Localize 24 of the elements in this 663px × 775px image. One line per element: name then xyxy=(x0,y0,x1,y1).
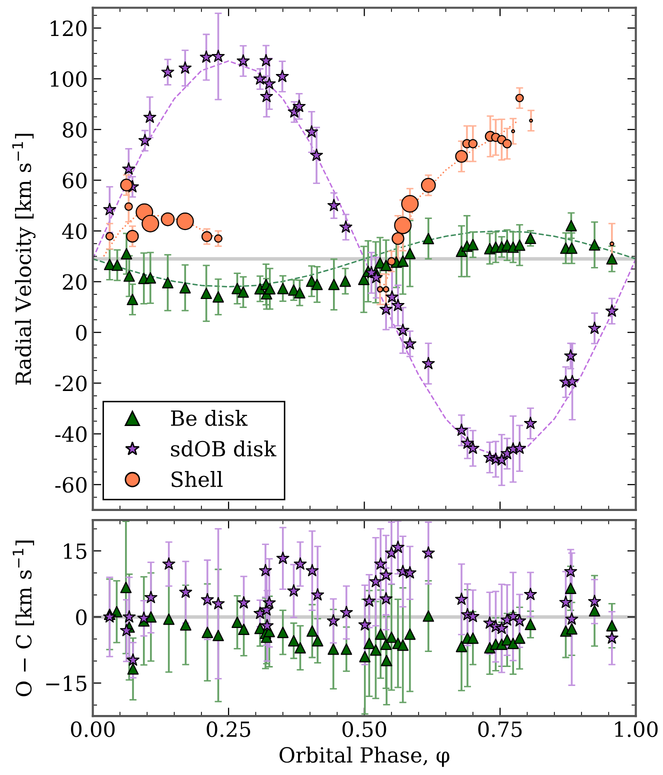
x-tick-label: 0.25 xyxy=(206,721,250,738)
y-tick-label: -40 xyxy=(55,426,87,442)
x-tick-label: 0.00 xyxy=(71,721,115,738)
y-axis-title: Radial Velocity [km s$^{−1}$] xyxy=(12,134,36,385)
x-tick-label: 0.75 xyxy=(478,721,522,738)
x-tick-label: 0.50 xyxy=(342,721,386,738)
y-tick-label: 0 xyxy=(76,609,87,626)
y-tick-label: -60 xyxy=(55,477,87,493)
x-tick-label: 1.00 xyxy=(615,721,658,738)
y-tick-label: 120 xyxy=(50,20,87,36)
x-axis-title: Orbital Phase, φ xyxy=(280,746,450,767)
y-tick-label: 15 xyxy=(64,543,86,560)
legend-label: Be disk xyxy=(171,410,248,426)
y-tick-label: 80 xyxy=(62,122,87,138)
y-axis-title: O − C [km s$^{−1}$] xyxy=(12,540,34,696)
y-tick-label: 0 xyxy=(76,324,87,341)
y-tick-label: 20 xyxy=(62,274,87,290)
y-tick-label: -20 xyxy=(55,376,87,392)
y-tick-label: −15 xyxy=(46,676,86,692)
legend-label: sdOB disk xyxy=(171,440,276,457)
y-tick-label: 100 xyxy=(50,71,87,87)
y-tick-label: 60 xyxy=(62,172,87,188)
legend-label: Shell xyxy=(172,471,223,488)
y-tick-label: 40 xyxy=(62,223,87,240)
